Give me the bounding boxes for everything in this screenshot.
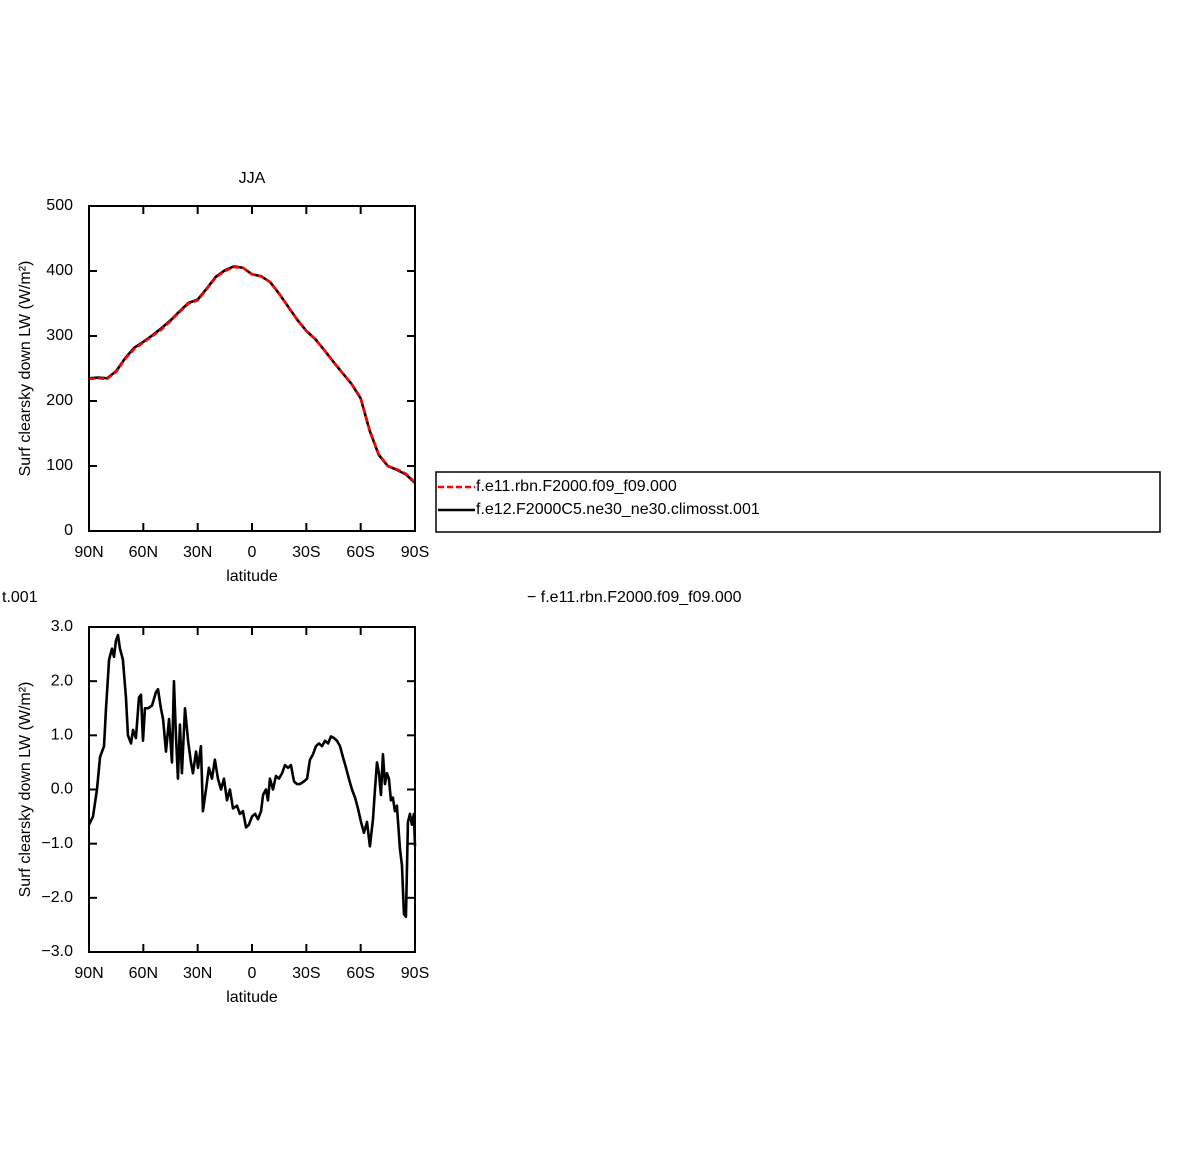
legend-box	[435, 471, 1161, 533]
x-tick-label: 90N	[74, 544, 103, 561]
x-tick-label: 90S	[401, 544, 429, 561]
y-tick-label: 400	[46, 262, 73, 279]
x-tick-label: 30N	[183, 965, 212, 982]
y-tick-label: 2.0	[51, 672, 73, 689]
y-tick-label: 0.0	[51, 781, 73, 798]
y-tick-label: −1.0	[41, 835, 73, 852]
data-line	[87, 633, 417, 919]
data-line	[88, 265, 416, 484]
annotation: − f.e11.rbn.F2000.f09_f09.000	[527, 589, 742, 606]
y-tick-label: 3.0	[51, 618, 73, 635]
x-tick-label: 60S	[346, 965, 374, 982]
y-axis-label: Surf clearsky down LW (W/m²)	[17, 682, 34, 898]
x-tick-label: 0	[248, 965, 257, 982]
x-tick-label: 30S	[292, 965, 320, 982]
y-tick-label: −3.0	[41, 943, 73, 960]
plot-frame	[88, 626, 416, 953]
y-tick-label: 300	[46, 327, 73, 344]
chart-title: JJA	[239, 170, 266, 187]
x-tick-label: 90S	[401, 965, 429, 982]
x-axis-label: latitude	[226, 568, 278, 585]
x-tick-label: 60S	[346, 544, 374, 561]
x-tick-label: 30S	[292, 544, 320, 561]
y-tick-label: 1.0	[51, 727, 73, 744]
y-tick-label: −2.0	[41, 889, 73, 906]
annotation: t.001	[2, 589, 38, 606]
x-tick-label: 60N	[129, 965, 158, 982]
legend-label: f.e11.rbn.F2000.f09_f09.000	[476, 478, 677, 495]
data-line	[88, 265, 416, 484]
x-tick-label: 60N	[129, 544, 158, 561]
y-tick-label: 200	[46, 392, 73, 409]
x-tick-label: 90N	[74, 965, 103, 982]
x-tick-label: 0	[248, 544, 257, 561]
y-tick-label: 100	[46, 457, 73, 474]
plot-frame	[88, 205, 416, 532]
x-tick-label: 30N	[183, 544, 212, 561]
y-tick-label: 500	[46, 197, 73, 214]
y-tick-label: 0	[64, 522, 73, 539]
legend-label: f.e12.F2000C5.ne30_ne30.climosst.001	[476, 501, 760, 518]
y-axis-label: Surf clearsky down LW (W/m²)	[17, 261, 34, 477]
x-axis-label: latitude	[226, 989, 278, 1006]
